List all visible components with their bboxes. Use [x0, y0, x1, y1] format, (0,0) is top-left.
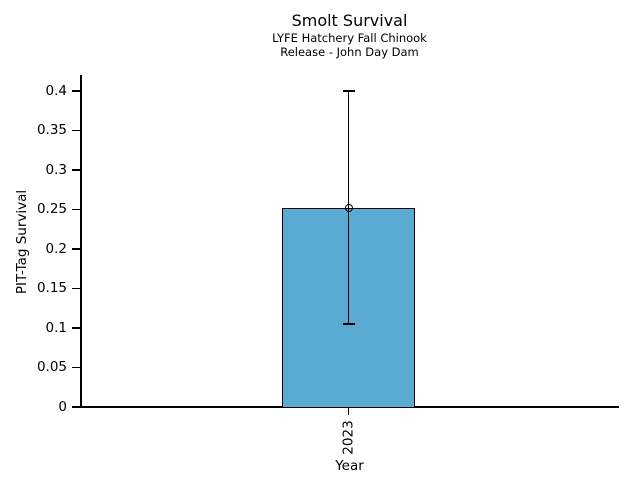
x-tick-mark	[347, 407, 350, 415]
y-tick-mark	[72, 169, 81, 171]
y-tick-mark	[72, 406, 81, 408]
y-tick-label: 0.3	[45, 161, 67, 178]
y-tick-mark	[72, 90, 81, 92]
y-tick-label: 0.2	[45, 240, 67, 257]
y-tick-label: 0.35	[36, 122, 67, 138]
y-tick-mark	[72, 129, 81, 132]
y-tick-label: 0.25	[36, 201, 67, 217]
y-tick-label: 0.05	[36, 359, 67, 375]
chart-title: Smolt Survival	[291, 11, 408, 30]
y-tick-label: 0	[58, 398, 67, 415]
x-axis-label: Year	[335, 458, 364, 474]
y-tick-label: 0.4	[45, 82, 67, 99]
y-tick-mark	[72, 248, 81, 250]
chart-subtitle-line1: LYFE Hatchery Fall Chinook	[272, 31, 427, 45]
y-tick-mark	[72, 287, 81, 290]
x-tick-label: 2023	[340, 420, 356, 455]
y-tick-mark	[72, 366, 81, 369]
y-tick-label: 0.15	[36, 280, 67, 296]
error-bar-cap-bottom	[342, 323, 355, 325]
chart-subtitle-line2: Release - John Day Dam	[280, 45, 419, 59]
y-tick-mark	[72, 208, 81, 211]
error-bar-cap-top	[342, 90, 355, 92]
y-axis-spine	[80, 75, 82, 409]
y-tick-label: 0.1	[45, 319, 67, 336]
y-tick-mark	[72, 327, 81, 329]
data-point-marker	[344, 203, 353, 212]
